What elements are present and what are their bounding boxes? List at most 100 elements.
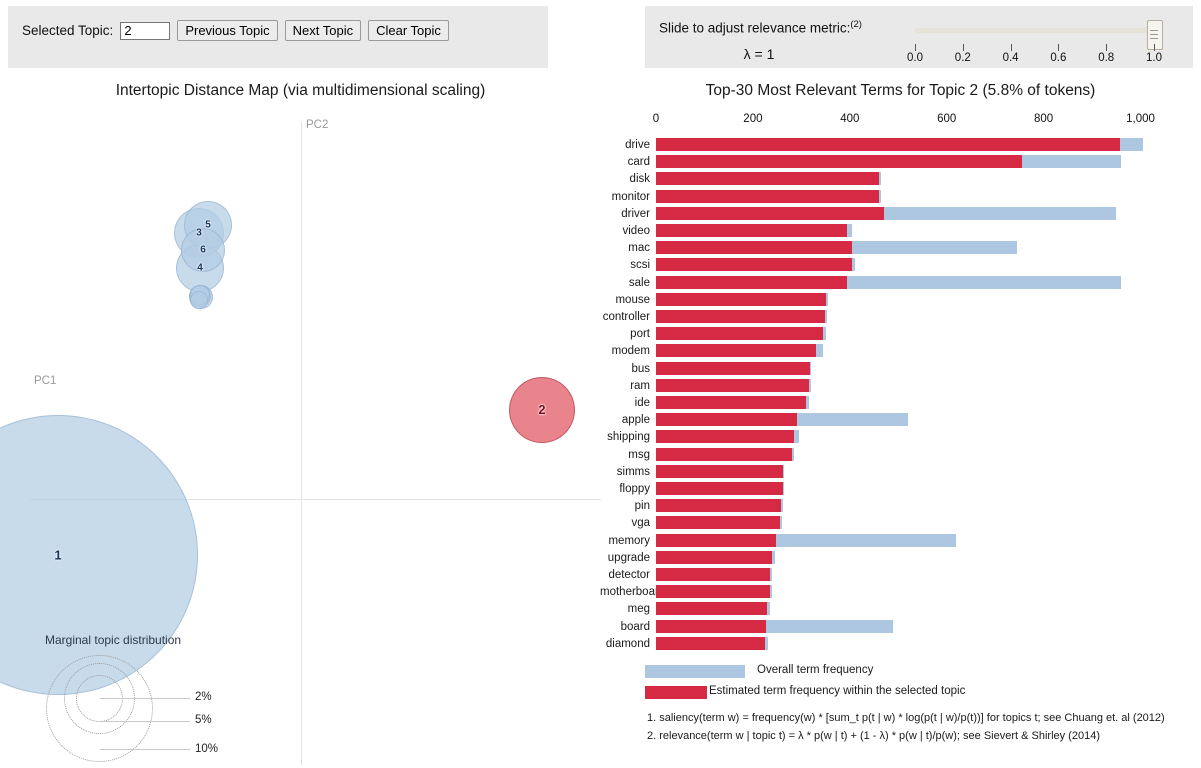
bar-topic-frequency[interactable] bbox=[656, 258, 853, 272]
bar-row[interactable]: sale bbox=[600, 275, 1201, 293]
bar-term-label[interactable]: mac bbox=[628, 242, 650, 255]
bar-topic-frequency[interactable] bbox=[656, 550, 773, 564]
bar-row[interactable]: bus bbox=[600, 361, 1201, 379]
bar-row[interactable]: scsi bbox=[600, 258, 1201, 275]
bar-row[interactable]: mac bbox=[600, 241, 1201, 258]
bar-row[interactable]: monitor bbox=[600, 189, 1201, 207]
lambda-slider-track[interactable] bbox=[915, 28, 1160, 33]
bar-row[interactable]: memory bbox=[600, 533, 1201, 551]
bar-term-label[interactable]: board bbox=[620, 620, 650, 633]
bar-topic-frequency[interactable] bbox=[656, 464, 783, 478]
bar-term-label[interactable]: controller bbox=[602, 311, 650, 323]
bar-row[interactable]: driver bbox=[600, 206, 1201, 224]
bar-topic-frequency[interactable] bbox=[656, 499, 781, 513]
next-topic-button[interactable]: Next Topic bbox=[284, 20, 362, 41]
bar-topic-frequency[interactable] bbox=[656, 172, 879, 186]
bar-topic-frequency[interactable] bbox=[656, 619, 767, 633]
bar-topic-frequency[interactable] bbox=[656, 516, 780, 530]
lambda-slider[interactable]: 0.0 0.2 0.4 0.6 0.8 1.0 bbox=[907, 20, 1170, 64]
bar-row[interactable]: apple bbox=[600, 413, 1201, 430]
bar-term-label[interactable]: disk bbox=[629, 173, 650, 186]
bar-row[interactable]: video bbox=[600, 224, 1201, 241]
bar-topic-frequency[interactable] bbox=[656, 310, 825, 323]
bar-term-label[interactable]: card bbox=[627, 156, 650, 169]
bar-topic-frequency[interactable] bbox=[656, 602, 768, 616]
topic-circle-10[interactable] bbox=[190, 291, 208, 309]
bar-term-label[interactable]: shipping bbox=[607, 431, 650, 444]
bar-row[interactable]: pin bbox=[600, 499, 1201, 516]
topic-circle-2[interactable] bbox=[509, 377, 575, 443]
bar-row[interactable]: floppy bbox=[600, 482, 1201, 499]
bar-term-label[interactable]: memory bbox=[608, 534, 650, 547]
bar-topic-frequency[interactable] bbox=[656, 344, 816, 358]
bar-row[interactable]: board bbox=[600, 619, 1201, 637]
bar-topic-frequency[interactable] bbox=[656, 327, 824, 341]
bar-topic-frequency[interactable] bbox=[656, 482, 783, 495]
bar-topic-frequency[interactable] bbox=[656, 396, 807, 409]
bar-topic-frequency[interactable] bbox=[656, 275, 848, 289]
bar-term-label[interactable]: vga bbox=[631, 517, 650, 530]
bar-row[interactable]: diamond bbox=[600, 636, 1201, 654]
bar-term-label[interactable]: drive bbox=[625, 139, 650, 151]
bar-row[interactable]: port bbox=[600, 327, 1201, 344]
bar-topic-frequency[interactable] bbox=[656, 585, 770, 599]
bar-topic-frequency[interactable] bbox=[656, 224, 848, 237]
lambda-slider-handle[interactable] bbox=[1147, 20, 1163, 50]
bar-topic-frequency[interactable] bbox=[656, 292, 826, 306]
bar-row[interactable]: meg bbox=[600, 602, 1201, 619]
bar-topic-frequency[interactable] bbox=[656, 430, 795, 444]
bar-row[interactable]: modem bbox=[600, 344, 1201, 361]
bar-term-label[interactable]: floppy bbox=[619, 483, 650, 495]
bar-term-label[interactable]: meg bbox=[627, 603, 650, 616]
bar-topic-frequency[interactable] bbox=[656, 138, 1120, 151]
bar-term-label[interactable]: modem bbox=[611, 345, 650, 358]
bar-row[interactable]: msg bbox=[600, 447, 1201, 465]
bar-term-label[interactable]: mouse bbox=[615, 293, 650, 306]
bar-row[interactable]: simms bbox=[600, 464, 1201, 482]
bar-topic-frequency[interactable] bbox=[656, 206, 884, 220]
bar-term-label[interactable]: video bbox=[622, 225, 651, 237]
bar-term-label[interactable]: pin bbox=[634, 500, 650, 513]
bar-row[interactable]: drive bbox=[600, 138, 1201, 155]
bar-row[interactable]: motherboard bbox=[600, 585, 1201, 602]
topic-circle-6[interactable] bbox=[181, 228, 225, 272]
bar-term-label[interactable]: port bbox=[630, 328, 650, 341]
bar-term-label[interactable]: scsi bbox=[630, 259, 650, 272]
previous-topic-button[interactable]: Previous Topic bbox=[177, 20, 278, 41]
bar-term-label[interactable]: driver bbox=[621, 207, 650, 220]
bar-row[interactable]: ide bbox=[600, 396, 1201, 413]
bar-row[interactable]: mouse bbox=[600, 292, 1201, 310]
bar-topic-frequency[interactable] bbox=[656, 378, 809, 392]
selected-topic-input[interactable] bbox=[120, 21, 171, 40]
bar-term-label[interactable]: motherboard bbox=[600, 586, 666, 599]
bar-topic-frequency[interactable] bbox=[656, 568, 770, 581]
bar-term-label[interactable]: monitor bbox=[611, 190, 650, 203]
bar-topic-frequency[interactable] bbox=[656, 636, 765, 650]
bar-topic-frequency[interactable] bbox=[656, 533, 777, 547]
bar-term-label[interactable]: simms bbox=[616, 465, 650, 478]
bar-row[interactable]: ram bbox=[600, 378, 1201, 396]
bar-term-label[interactable]: ide bbox=[634, 397, 650, 409]
bar-row[interactable]: shipping bbox=[600, 430, 1201, 447]
bar-term-label[interactable]: bus bbox=[631, 362, 650, 375]
bar-row[interactable]: upgrade bbox=[600, 550, 1201, 568]
bar-topic-frequency[interactable] bbox=[656, 413, 797, 427]
bar-row[interactable]: disk bbox=[600, 172, 1201, 189]
bar-term-label[interactable]: sale bbox=[628, 276, 650, 289]
bar-topic-frequency[interactable] bbox=[656, 155, 1022, 169]
bar-topic-frequency[interactable] bbox=[656, 189, 879, 203]
bar-term-label[interactable]: apple bbox=[621, 414, 650, 427]
bar-topic-frequency[interactable] bbox=[656, 241, 853, 255]
bar-row[interactable]: controller bbox=[600, 310, 1201, 327]
clear-topic-button[interactable]: Clear Topic bbox=[368, 20, 449, 41]
bar-topic-frequency[interactable] bbox=[656, 447, 792, 461]
bar-term-label[interactable]: msg bbox=[628, 448, 650, 461]
bar-row[interactable]: vga bbox=[600, 516, 1201, 533]
bar-term-label[interactable]: detector bbox=[608, 569, 650, 581]
bar-row[interactable]: detector bbox=[600, 568, 1201, 585]
bar-topic-frequency[interactable] bbox=[656, 361, 811, 375]
bar-term-label[interactable]: diamond bbox=[605, 637, 650, 650]
bar-row[interactable]: card bbox=[600, 155, 1201, 172]
bar-term-label[interactable]: ram bbox=[630, 379, 650, 392]
bar-term-label[interactable]: upgrade bbox=[607, 551, 650, 564]
